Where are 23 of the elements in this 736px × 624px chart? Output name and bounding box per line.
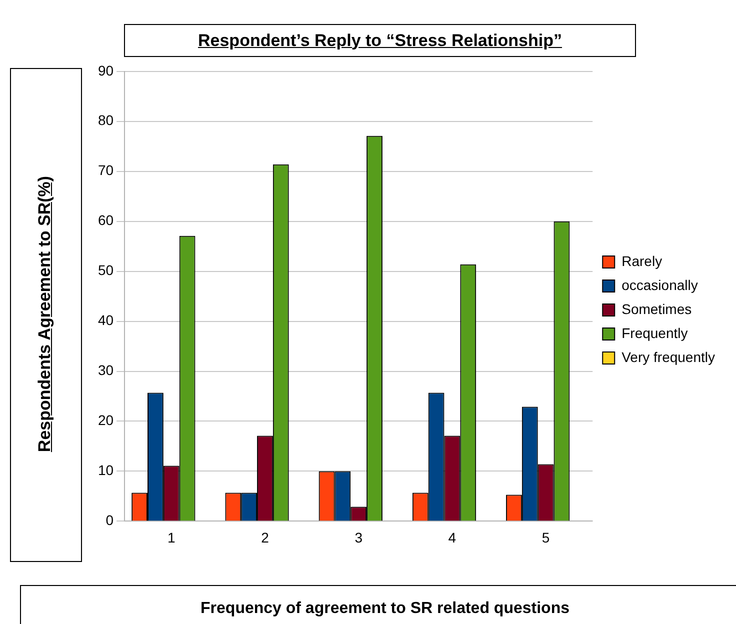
y-tick-label: 30: [98, 362, 114, 378]
y-tick-label: 20: [98, 412, 114, 428]
legend-label: Frequently: [622, 324, 688, 341]
x-tick-label: 2: [261, 529, 270, 546]
legend-label: Very frequently: [622, 348, 716, 365]
y-tick-label: 10: [98, 462, 114, 478]
y-tick-label: 60: [98, 212, 114, 228]
legend-label: occasionally: [622, 276, 698, 293]
y-tick-label: 0: [106, 512, 114, 528]
x-tick-label: 3: [354, 529, 363, 546]
y-axis-title: Respondents Agreement to SR(%): [35, 176, 55, 452]
y-tick-label: 80: [98, 112, 114, 128]
x-tick-label: 4: [448, 529, 456, 546]
y-tick-label: 40: [98, 312, 114, 328]
legend-label: Rarely: [622, 252, 662, 269]
x-tick-label: 1: [167, 529, 176, 546]
chart-title: Respondent’s Reply to “Stress Relationship”: [124, 24, 636, 57]
y-tick-label: 70: [98, 162, 114, 178]
y-tick-label: 50: [98, 262, 114, 278]
x-axis-title: Frequency of agreement to SR related questions: [200, 600, 570, 618]
legend-label: Sometimes: [622, 300, 692, 317]
y-tick-label: 90: [98, 62, 114, 78]
x-tick-label: 5: [542, 529, 550, 546]
